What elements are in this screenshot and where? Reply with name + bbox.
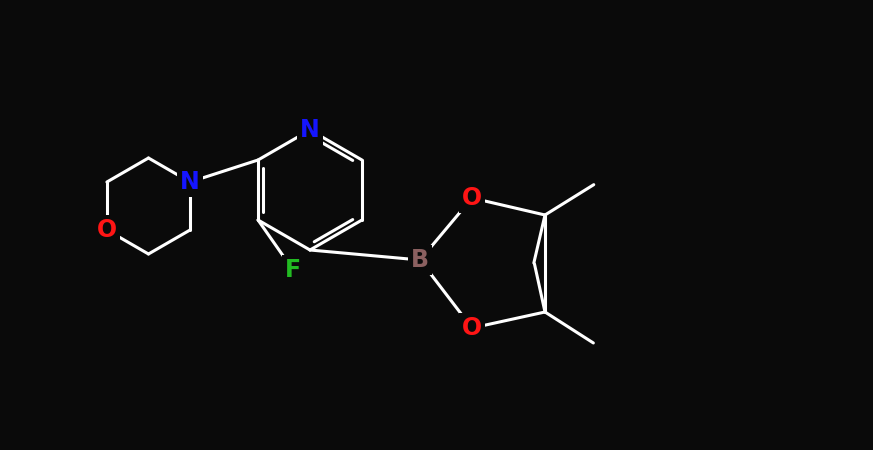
Text: F: F — [285, 258, 301, 282]
Text: B: B — [411, 248, 429, 272]
Text: O: O — [462, 186, 482, 210]
Text: O: O — [462, 316, 482, 340]
Text: N: N — [300, 118, 320, 142]
Text: O: O — [97, 218, 117, 242]
Text: N: N — [180, 170, 200, 194]
